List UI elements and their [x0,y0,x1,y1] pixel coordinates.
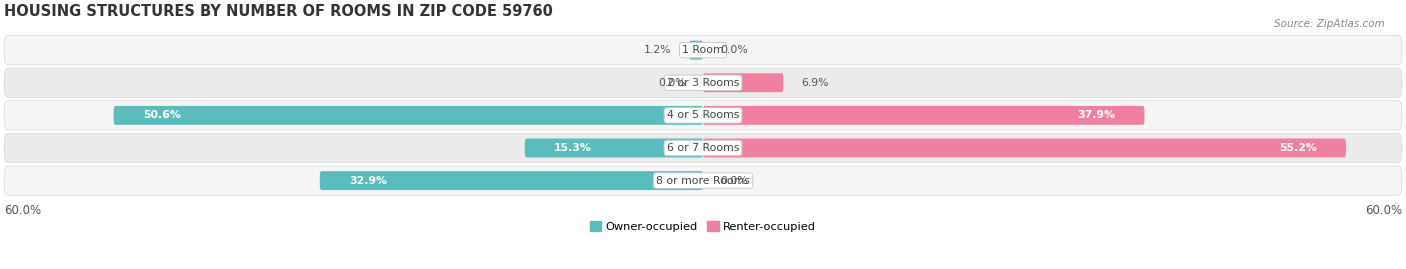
Text: HOUSING STRUCTURES BY NUMBER OF ROOMS IN ZIP CODE 59760: HOUSING STRUCTURES BY NUMBER OF ROOMS IN… [4,4,553,19]
FancyBboxPatch shape [703,139,1346,157]
FancyBboxPatch shape [114,106,703,125]
Text: 6 or 7 Rooms: 6 or 7 Rooms [666,143,740,153]
FancyBboxPatch shape [4,36,1402,65]
Text: 60.0%: 60.0% [4,204,41,217]
Text: 1 Room: 1 Room [682,45,724,55]
Text: 8 or more Rooms: 8 or more Rooms [657,176,749,186]
Text: 1.2%: 1.2% [644,45,672,55]
Text: 37.9%: 37.9% [1077,110,1115,120]
Text: Source: ZipAtlas.com: Source: ZipAtlas.com [1274,19,1385,29]
Text: 4 or 5 Rooms: 4 or 5 Rooms [666,110,740,120]
Text: 6.9%: 6.9% [801,78,828,88]
FancyBboxPatch shape [319,171,703,190]
Text: 0.0%: 0.0% [720,45,748,55]
Legend: Owner-occupied, Renter-occupied: Owner-occupied, Renter-occupied [585,217,821,236]
Text: 2 or 3 Rooms: 2 or 3 Rooms [666,78,740,88]
FancyBboxPatch shape [4,133,1402,163]
FancyBboxPatch shape [4,166,1402,195]
Text: 50.6%: 50.6% [143,110,180,120]
FancyBboxPatch shape [703,73,783,92]
FancyBboxPatch shape [4,101,1402,130]
Text: 55.2%: 55.2% [1279,143,1317,153]
Text: 15.3%: 15.3% [554,143,592,153]
FancyBboxPatch shape [524,139,703,157]
FancyBboxPatch shape [4,68,1402,97]
Text: 32.9%: 32.9% [349,176,387,186]
Text: 0.0%: 0.0% [720,176,748,186]
Text: 60.0%: 60.0% [1365,204,1402,217]
FancyBboxPatch shape [689,41,703,59]
Text: 0.0%: 0.0% [658,78,686,88]
FancyBboxPatch shape [703,106,1144,125]
